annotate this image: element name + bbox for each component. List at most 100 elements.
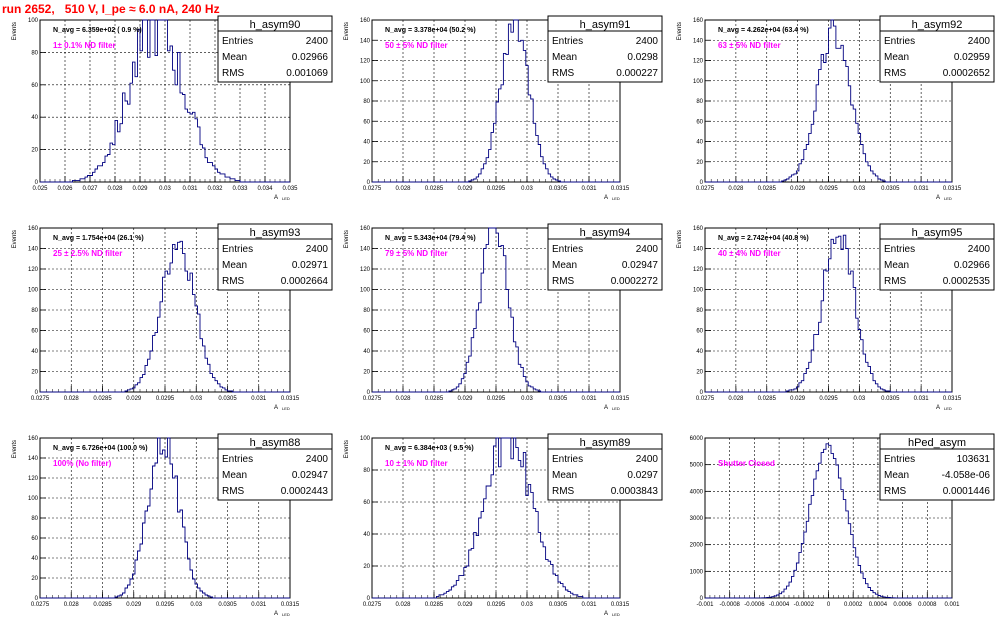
y-tick-label: 100 xyxy=(360,288,371,294)
stats-value: 0.02947 xyxy=(292,470,329,481)
x-tick-label: 0.0305 xyxy=(549,602,568,608)
x-tick-label: 0.029 xyxy=(790,396,806,402)
stats-key: RMS xyxy=(222,68,245,79)
stats-key: RMS xyxy=(884,486,907,497)
y-tick-label: 20 xyxy=(363,370,370,376)
stats-title: h_asym91 xyxy=(580,19,631,31)
stats-value: 0.0003843 xyxy=(611,486,659,497)
y-tick-label: 60 xyxy=(31,83,38,89)
x-tick-label: 0.031 xyxy=(581,186,597,192)
y-tick-label: 60 xyxy=(363,329,370,335)
y-tick-label: 60 xyxy=(31,329,38,335)
navg-label: N_avg = 5.343e+04 (79.4 %) xyxy=(385,235,476,242)
stats-title: h_asym95 xyxy=(912,227,963,239)
filter-label: 79 ± 5% ND filter xyxy=(385,249,448,258)
y-tick-label: 3000 xyxy=(690,516,704,522)
y-tick-label: 0 xyxy=(35,390,39,396)
histogram-panel-h_asym93: 0.0275 0.028 0.0285 0.029 0.0295 0.03 0.0305 0.… xyxy=(12,223,333,411)
navg-label: N_avg = 2.742e+04 (40.8 %) xyxy=(718,235,809,242)
y-tick-label: 0 xyxy=(700,596,704,602)
stats-key: Mean xyxy=(222,52,247,63)
x-tick-label: 0.029 xyxy=(457,602,473,608)
x-tick-label: 0.0305 xyxy=(881,186,900,192)
navg-label: N_avg = 6.359e+02 ( 0.9 %) xyxy=(53,27,142,34)
x-tick-label: 0.0315 xyxy=(611,396,630,402)
x-tick-label: 0.028 xyxy=(64,396,80,402)
x-tick-label: 0.0275 xyxy=(31,396,50,402)
histogram-line xyxy=(372,19,620,183)
x-tick-label: 0.034 xyxy=(257,186,273,192)
y-tick-label: 60 xyxy=(363,500,370,506)
stats-box-frame xyxy=(217,15,333,83)
histogram-line xyxy=(40,240,290,393)
stats-title: h_asym93 xyxy=(250,227,301,239)
stats-title: h_asym90 xyxy=(250,19,301,31)
y-tick-label: 160 xyxy=(360,226,371,232)
x-tick-label: 0.029 xyxy=(126,396,142,402)
y-tick-label: 80 xyxy=(31,308,38,314)
navg-label: N_avg = 6.384e+03 ( 9.5 %) xyxy=(385,445,474,452)
stats-title: h_asym88 xyxy=(250,437,301,449)
x-tick-label: 0.0315 xyxy=(611,186,630,192)
y-tick-label: 5000 xyxy=(690,463,704,469)
y-tick-label: 160 xyxy=(28,226,39,232)
histogram-line xyxy=(705,443,952,599)
stats-value: 0.02971 xyxy=(292,260,329,271)
x-tick-label: -0.0008 xyxy=(720,602,741,608)
stats-box-frame xyxy=(547,15,663,83)
stats-value: 0.02966 xyxy=(292,52,329,63)
x-tick-label: 0.0275 xyxy=(696,396,715,402)
stats-value: 2400 xyxy=(968,36,991,47)
x-tick-label: 0.0295 xyxy=(156,602,175,608)
x-axis-label: A xyxy=(936,195,940,201)
y-tick-label: 100 xyxy=(28,18,39,24)
y-tick-label: 0 xyxy=(700,180,704,186)
x-tick-label: 0.028 xyxy=(107,186,123,192)
x-tick-label: 0 xyxy=(827,602,831,608)
stats-value: 0.02947 xyxy=(622,260,659,271)
x-tick-label: 0.0305 xyxy=(218,602,237,608)
x-axis-label-subscript: LED xyxy=(944,406,952,411)
x-tick-label: 0.0008 xyxy=(918,602,937,608)
y-tick-label: 160 xyxy=(28,436,39,442)
x-tick-label: 0.027 xyxy=(82,186,98,192)
x-tick-label: 0.029 xyxy=(790,186,806,192)
stats-box: h_asym89 Entries 2400 Mean 0.0297 RMS 0.000384… xyxy=(547,433,663,501)
y-tick-label: 60 xyxy=(363,119,370,125)
x-axis-label: A xyxy=(604,405,608,411)
navg-label: N_avg = 3.378e+04 (50.2 %) xyxy=(385,27,476,34)
x-tick-label: 0.0285 xyxy=(425,186,444,192)
y-tick-label: 100 xyxy=(693,288,704,294)
x-tick-label: -0.0004 xyxy=(769,602,790,608)
x-tick-label: 0.0305 xyxy=(881,396,900,402)
y-tick-label: 1000 xyxy=(690,569,704,575)
x-tick-label: 0.031 xyxy=(251,396,267,402)
y-tick-label: 40 xyxy=(696,140,703,146)
stats-value: 0.0002652 xyxy=(943,68,991,79)
x-tick-label: -0.0006 xyxy=(744,602,765,608)
filter-label: 100% (No filter) xyxy=(53,459,112,468)
stats-value: -4.058e-06 xyxy=(942,470,991,481)
x-tick-label: 0.028 xyxy=(728,186,744,192)
x-tick-label: 0.0295 xyxy=(156,396,175,402)
stats-box-frame xyxy=(879,433,995,501)
stats-box-frame xyxy=(217,223,333,291)
x-tick-label: 0.035 xyxy=(282,186,298,192)
y-tick-label: 140 xyxy=(360,247,371,253)
x-tick-label: 0.0285 xyxy=(758,186,777,192)
filter-label: 63 ± 5% ND filter xyxy=(718,41,781,50)
x-tick-label: 0.0002 xyxy=(844,602,863,608)
x-tick-label: 0.0285 xyxy=(93,396,112,402)
stats-key: RMS xyxy=(884,276,907,287)
x-tick-label: 0.0315 xyxy=(611,602,630,608)
y-axis-label: Events xyxy=(12,22,18,40)
stats-value: 0.0298 xyxy=(627,52,658,63)
histogram-panel-h_asym95: 0.0275 0.028 0.0285 0.029 0.0295 0.03 0.0305 0.… xyxy=(677,223,995,411)
stats-key: Mean xyxy=(222,470,247,481)
histogram-panel-h_asym92: 0.0275 0.028 0.0285 0.029 0.0295 0.03 0.0305 0.… xyxy=(677,15,995,201)
y-tick-label: 100 xyxy=(693,79,704,85)
x-tick-label: 0.028 xyxy=(64,602,80,608)
y-tick-label: 80 xyxy=(696,99,703,105)
y-tick-label: 20 xyxy=(363,564,370,570)
x-axis-label: A xyxy=(936,405,940,411)
